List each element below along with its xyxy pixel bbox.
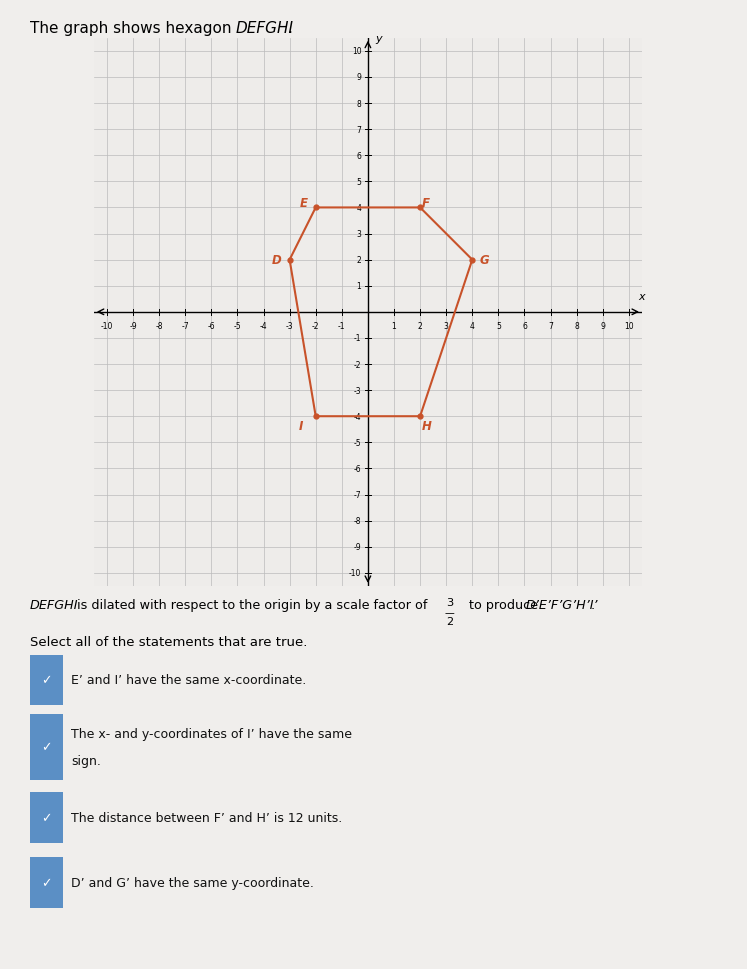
Text: -4: -4 (260, 322, 267, 330)
Text: ✓: ✓ (41, 876, 52, 890)
Bar (30, 858, 63, 908)
Text: -9: -9 (354, 543, 362, 551)
Text: -7: -7 (354, 490, 362, 499)
Text: E’ and I’ have the same x-coordinate.: E’ and I’ have the same x-coordinate. (71, 673, 306, 687)
Text: 8: 8 (574, 322, 579, 330)
Text: ✓: ✓ (41, 811, 52, 825)
Text: 10: 10 (352, 47, 362, 56)
Text: -6: -6 (354, 464, 362, 474)
Text: -8: -8 (155, 322, 163, 330)
Text: 4: 4 (356, 203, 362, 213)
Text: 5: 5 (496, 322, 500, 330)
Text: 10: 10 (624, 322, 633, 330)
Text: 8: 8 (356, 100, 362, 109)
Text: H: H (421, 420, 432, 432)
Text: I: I (299, 420, 303, 432)
Bar (30, 793, 63, 843)
Text: -2: -2 (312, 322, 320, 330)
Text: y: y (376, 34, 382, 44)
Text: 3: 3 (356, 230, 362, 238)
Text: -9: -9 (129, 322, 137, 330)
Text: 6: 6 (522, 322, 527, 330)
Text: to produce: to produce (465, 599, 542, 611)
Text: -6: -6 (208, 322, 215, 330)
Text: 1: 1 (356, 282, 362, 291)
Text: -4: -4 (354, 412, 362, 422)
Text: -10: -10 (349, 569, 362, 578)
Text: The distance between F’ and H’ is 12 units.: The distance between F’ and H’ is 12 uni… (71, 811, 342, 825)
Text: 7: 7 (356, 126, 362, 135)
Text: 2: 2 (446, 616, 453, 626)
Text: —: — (444, 608, 455, 617)
Text: -8: -8 (354, 516, 362, 525)
Text: 1: 1 (391, 322, 397, 330)
Text: 2: 2 (418, 322, 423, 330)
Text: The x- and y-coordinates of I’ have the same: The x- and y-coordinates of I’ have the … (71, 728, 352, 740)
Text: 3: 3 (446, 597, 453, 607)
Text: 5: 5 (356, 177, 362, 187)
Text: 2: 2 (356, 256, 362, 265)
Text: D’ and G’ have the same y-coordinate.: D’ and G’ have the same y-coordinate. (71, 876, 314, 890)
Text: Select all of the statements that are true.: Select all of the statements that are tr… (30, 636, 307, 648)
Text: .: . (590, 599, 595, 611)
Bar (30, 714, 63, 780)
Text: F: F (421, 197, 430, 209)
Text: -5: -5 (354, 438, 362, 448)
Text: 6: 6 (356, 151, 362, 161)
Text: -5: -5 (234, 322, 241, 330)
Text: The graph shows hexagon: The graph shows hexagon (30, 21, 236, 36)
Text: D’E’F’G’H’I’: D’E’F’G’H’I’ (526, 599, 598, 611)
Text: is dilated with respect to the origin by a scale factor of: is dilated with respect to the origin by… (73, 599, 432, 611)
Text: -1: -1 (338, 322, 346, 330)
Text: 3: 3 (444, 322, 449, 330)
Text: sign.: sign. (71, 754, 101, 766)
Text: -3: -3 (354, 387, 362, 395)
Text: ✓: ✓ (41, 740, 52, 754)
Text: DEFGHI: DEFGHI (30, 599, 78, 611)
Text: -1: -1 (354, 334, 362, 343)
Text: ✓: ✓ (41, 673, 52, 687)
Text: .: . (288, 21, 293, 36)
Text: E: E (300, 197, 308, 209)
Text: -7: -7 (182, 322, 189, 330)
Text: x: x (639, 292, 645, 302)
Text: DEFGHI: DEFGHI (235, 21, 294, 36)
Text: 9: 9 (601, 322, 605, 330)
Text: D: D (272, 254, 282, 266)
Text: G: G (480, 254, 489, 266)
Text: 4: 4 (470, 322, 475, 330)
Bar (30, 655, 63, 705)
Text: 9: 9 (356, 74, 362, 82)
Text: -3: -3 (286, 322, 294, 330)
Text: -2: -2 (354, 360, 362, 369)
Text: 7: 7 (548, 322, 553, 330)
Text: -10: -10 (101, 322, 113, 330)
